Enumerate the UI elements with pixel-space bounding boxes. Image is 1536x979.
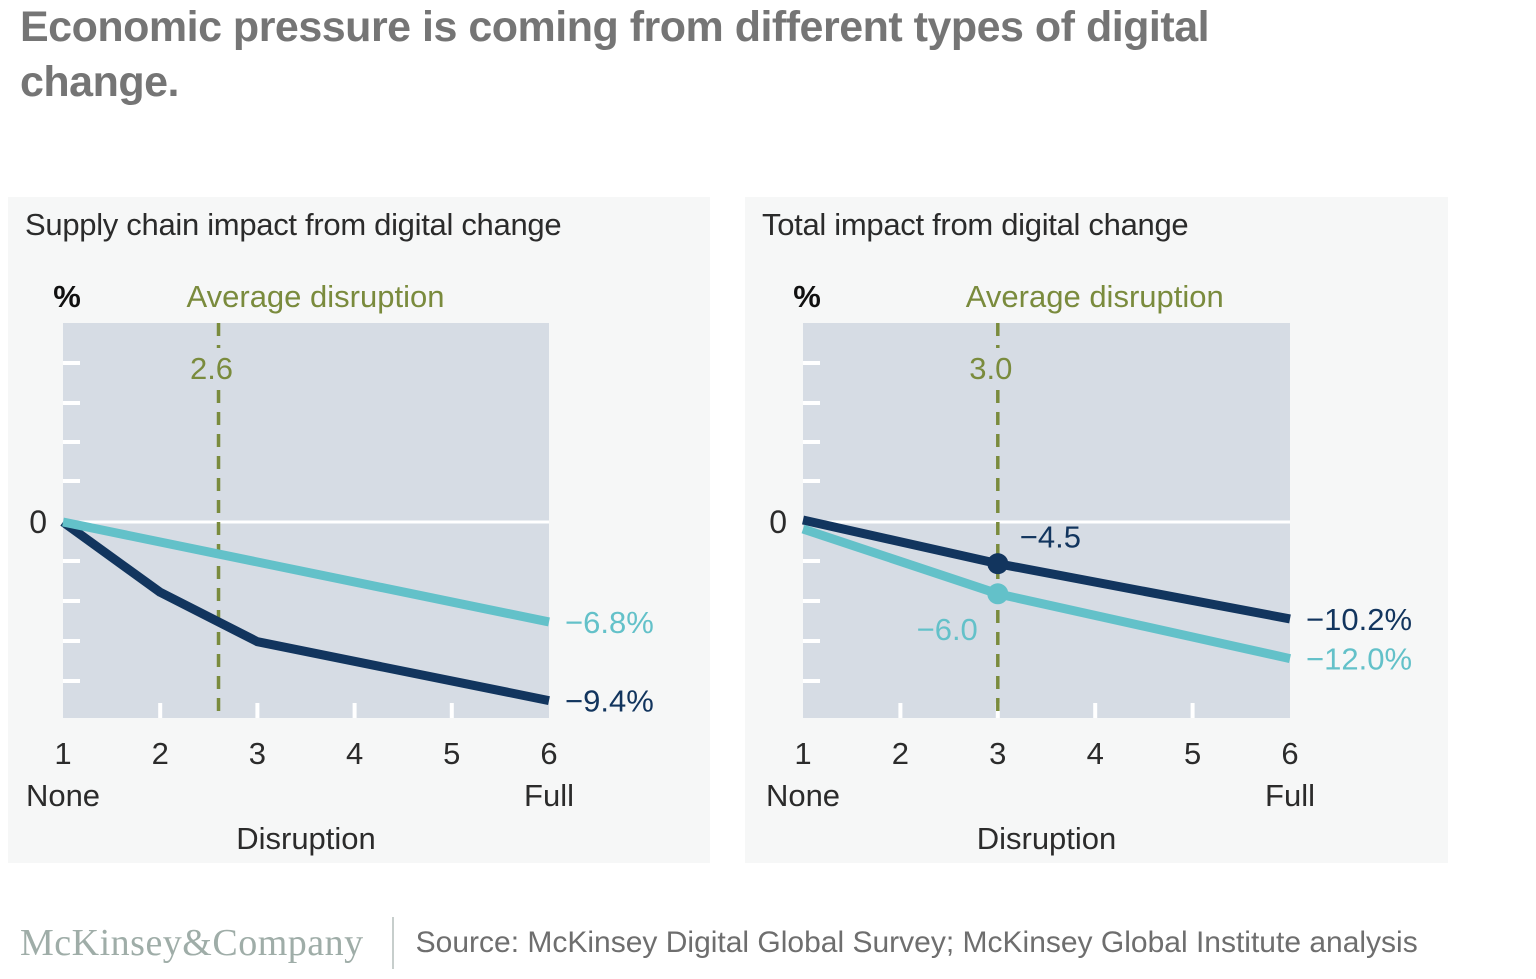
supply-chain-chart-panel: Supply chain impact from digital change … — [8, 197, 710, 863]
series-total-impact-end-label: −10.2% — [1306, 602, 1412, 637]
supply-chain-chart-title: Supply chain impact from digital change — [25, 207, 562, 242]
x-axis-max-label: Full — [524, 778, 574, 813]
series-steep-decline-end-label: −9.4% — [565, 684, 654, 719]
zero-tick-label: 0 — [29, 504, 47, 540]
series-total-impact-marker — [987, 553, 1009, 575]
series-gradual-decline-end-label: −6.8% — [565, 605, 654, 640]
total-impact-line-chart: 3.0 Average disruption% 0 −4.5 −10.2% −6.0 −12… — [766, 279, 1412, 856]
x-tick-label: 6 — [1281, 736, 1298, 771]
source-text: Source: McKinsey Digital Global Survey; … — [415, 926, 1418, 959]
x-tick-label: 4 — [346, 736, 363, 771]
x-axis-title: Disruption — [236, 821, 376, 856]
series-total-impact-alt-marker-label: −6.0 — [917, 612, 978, 647]
footer-divider — [391, 917, 394, 969]
x-tick-label: 2 — [892, 736, 909, 771]
avg-disruption-label: Average disruption — [966, 279, 1224, 314]
x-tick-label: 5 — [1184, 736, 1201, 771]
mckinsey-logo: McKinsey&Company — [20, 922, 364, 964]
avg-disruption-value: 3.0 — [969, 351, 1012, 386]
x-tick-label: 1 — [54, 736, 71, 771]
x-axis-max-label: Full — [1265, 778, 1315, 813]
x-axis-min-label: None — [26, 778, 100, 813]
avg-disruption-label: Average disruption — [187, 279, 445, 314]
series-steep-decline-line — [60, 518, 550, 706]
page-title: Economic pressure is coming from differe… — [20, 3, 1210, 107]
x-tick-label: 1 — [794, 736, 811, 771]
y-axis-unit-label: % — [53, 279, 81, 314]
zero-tick-label: 0 — [769, 504, 787, 540]
x-tick-label: 6 — [540, 736, 557, 771]
series-total-impact-marker-label: −4.5 — [1020, 520, 1081, 555]
total-impact-chart-panel: Total impact from digital change 3.0 Aver… — [745, 197, 1448, 863]
y-axis-unit-label: % — [793, 279, 821, 314]
x-axis-title: Disruption — [977, 821, 1117, 856]
series-total-impact-alt-marker — [987, 583, 1009, 605]
footer: McKinsey&Company Source: McKinsey Digita… — [20, 912, 1522, 974]
x-tick-label: 2 — [152, 736, 169, 771]
avg-disruption-value: 2.6 — [190, 351, 233, 386]
x-tick-label: 4 — [1087, 736, 1104, 771]
x-tick-label: 3 — [249, 736, 266, 771]
series-gradual-decline-line — [62, 517, 550, 627]
series-total-impact-alt-end-label: −12.0% — [1306, 642, 1412, 677]
x-axis-min-label: None — [766, 778, 840, 813]
x-tick-label: 3 — [989, 736, 1006, 771]
x-tick-label: 5 — [443, 736, 460, 771]
total-impact-chart-title: Total impact from digital change — [762, 207, 1189, 242]
supply-chain-line-chart: 2.6 Average disruption% 0 −9.4% −6.8% 1 2 3 4 5 6 N… — [26, 279, 654, 856]
